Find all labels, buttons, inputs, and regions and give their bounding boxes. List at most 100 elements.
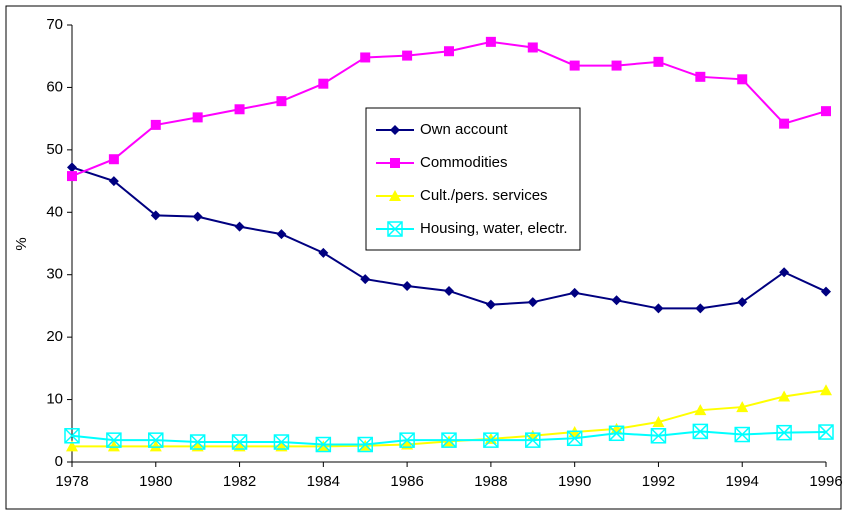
marker-cross (190, 434, 206, 450)
marker-cross (650, 428, 666, 444)
marker-box (608, 425, 625, 442)
marker-box (818, 424, 834, 440)
marker-cross (315, 436, 331, 453)
marker (778, 390, 791, 402)
marker (695, 303, 706, 314)
marker-box (525, 432, 541, 448)
marker-box (692, 423, 709, 440)
marker (650, 428, 667, 444)
marker (566, 430, 583, 447)
marker (821, 286, 831, 297)
marker-cross (441, 432, 457, 448)
marker (818, 424, 834, 440)
marker-box (315, 436, 332, 453)
marker (444, 285, 454, 296)
marker (273, 434, 290, 450)
marker (390, 125, 400, 135)
marker (231, 434, 248, 450)
marker-cross (692, 423, 708, 439)
marker (357, 436, 373, 453)
marker (149, 440, 162, 452)
marker (317, 440, 330, 452)
marker (318, 247, 329, 258)
marker (189, 434, 206, 450)
marker (66, 440, 78, 452)
marker (318, 78, 329, 89)
marker (276, 96, 287, 107)
marker (108, 154, 119, 165)
marker (402, 50, 413, 61)
marker-cross (483, 432, 499, 448)
marker-cross (387, 221, 403, 237)
marker-cross (357, 436, 373, 453)
marker-box (357, 436, 373, 453)
marker (485, 36, 496, 47)
marker (653, 303, 664, 314)
y-tick-label: 60 (46, 78, 63, 95)
marker (821, 106, 831, 117)
marker (483, 432, 499, 448)
marker-cross (567, 430, 583, 446)
x-tick-label: 1984 (307, 473, 340, 490)
marker-box (148, 432, 164, 448)
x-tick-label: 1982 (223, 473, 256, 490)
marker (608, 425, 625, 442)
marker (148, 432, 164, 448)
y-tick-label: 10 (46, 391, 63, 408)
marker-cross (273, 434, 289, 450)
marker (150, 119, 161, 130)
marker (234, 104, 245, 115)
y-tick-label: 40 (46, 203, 63, 220)
marker (737, 74, 748, 85)
marker (527, 42, 538, 53)
y-axis-label: % (13, 237, 30, 250)
chart-frame (5, 5, 842, 510)
marker (441, 432, 457, 448)
x-tick-label: 1988 (474, 473, 507, 490)
marker-cross (776, 425, 792, 441)
marker (106, 432, 122, 448)
marker (653, 56, 664, 67)
x-tick-label: 1986 (390, 473, 423, 490)
marker (389, 190, 401, 201)
marker (360, 52, 371, 63)
marker (484, 432, 497, 444)
marker (402, 280, 413, 291)
marker-cross (399, 432, 415, 448)
marker (107, 440, 120, 452)
marker-box (64, 428, 80, 444)
x-tick-label: 1994 (726, 473, 759, 490)
x-tick-label: 1990 (558, 473, 591, 490)
marker (734, 426, 750, 443)
marker (276, 229, 287, 240)
marker-box (399, 432, 415, 448)
marker (652, 416, 665, 428)
marker (611, 60, 622, 71)
marker-box (776, 424, 792, 441)
marker (692, 423, 709, 440)
legend-label: Commodities (420, 154, 508, 171)
marker (192, 112, 203, 123)
x-tick-label: 1996 (809, 473, 842, 490)
marker (569, 60, 580, 71)
marker-cross (734, 427, 750, 443)
marker-cross (64, 428, 80, 444)
marker-box (189, 434, 206, 450)
y-tick-label: 30 (46, 266, 63, 283)
marker-box (387, 221, 403, 237)
marker (569, 287, 580, 298)
marker (525, 432, 541, 448)
marker (485, 299, 496, 310)
marker-box (566, 430, 583, 447)
legend-label: Housing, water, electr. (420, 220, 568, 237)
marker-box (441, 432, 457, 448)
marker (67, 162, 77, 173)
marker-cross (232, 434, 248, 450)
marker-cross (818, 424, 834, 440)
marker-box (106, 432, 122, 448)
y-tick-label: 70 (46, 16, 63, 33)
marker (390, 158, 400, 168)
marker-cross (106, 432, 122, 448)
marker (399, 432, 415, 448)
